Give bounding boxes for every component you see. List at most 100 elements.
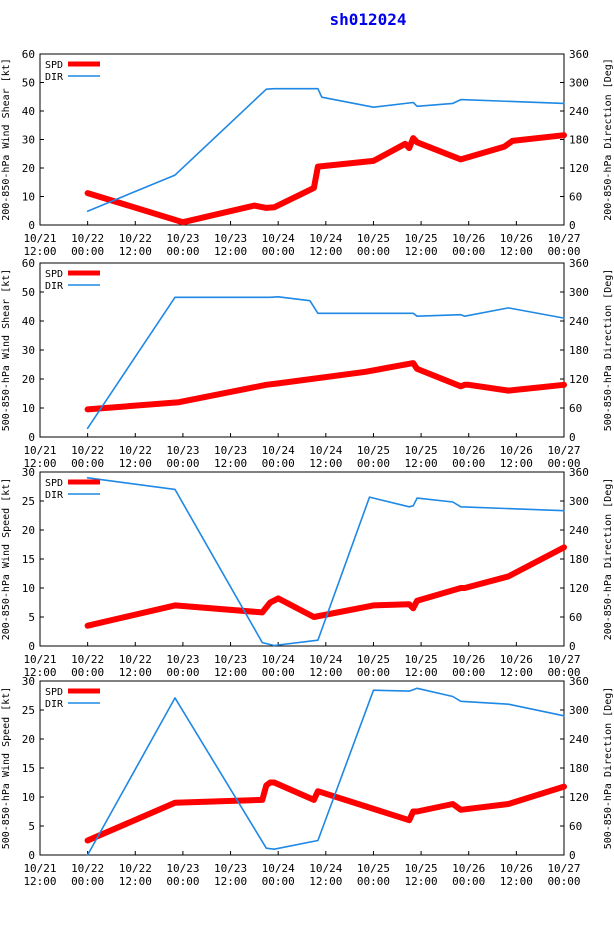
- p4-x-tick-time: 00:00: [166, 875, 199, 888]
- p1-y2-tick-label: 60: [569, 191, 582, 204]
- p3-x-tick-date: 10/23: [166, 653, 199, 666]
- p1-y-tick-label: 30: [22, 134, 35, 147]
- p4-x-tick-time: 12:00: [500, 875, 533, 888]
- p2-y2-tick-label: 300: [569, 286, 589, 299]
- p3-x-tick-time: 00:00: [357, 666, 390, 679]
- p1-x-tick-date: 10/25: [357, 232, 390, 245]
- p3-x-tick-date: 10/22: [119, 653, 152, 666]
- p2-x-tick-date: 10/24: [262, 444, 295, 457]
- p1-y2-tick-label: 180: [569, 134, 589, 147]
- p3-x-tick-date: 10/24: [262, 653, 295, 666]
- p1-y-tick-label: 50: [22, 77, 35, 90]
- p1-x-tick-date: 10/26: [452, 232, 485, 245]
- p1-x-tick-time: 12:00: [23, 245, 56, 258]
- p2-y-tick-label: 0: [28, 431, 35, 444]
- p1-y-tick-label: 60: [22, 48, 35, 61]
- p1-x-tick-time: 00:00: [262, 245, 295, 258]
- p1-x-tick-date: 10/21: [23, 232, 56, 245]
- p2-y-tick-label: 40: [22, 315, 35, 328]
- p3-y2-tick-label: 300: [569, 495, 589, 508]
- p2-y-axis-label: 500-850-hPa Wind Shear [kt]: [1, 269, 12, 432]
- p4-x-tick-time: 12:00: [23, 875, 56, 888]
- p4-x-tick-time: 00:00: [547, 875, 580, 888]
- p4-x-tick-date: 10/26: [452, 862, 485, 875]
- p2-y-tick-label: 30: [22, 344, 35, 357]
- p3-y-axis-label: 200-850-hPa Wind Speed [kt]: [1, 478, 12, 641]
- p1-x-tick-time: 12:00: [405, 245, 438, 258]
- p2-x-tick-time: 12:00: [23, 457, 56, 470]
- p3-x-tick-time: 00:00: [262, 666, 295, 679]
- p3-dir-line: [86, 476, 565, 647]
- p2-x-tick-time: 12:00: [214, 457, 247, 470]
- p4-x-tick-date: 10/25: [357, 862, 390, 875]
- p1-x-tick-date: 10/23: [214, 232, 247, 245]
- p2-x-tick-time: 00:00: [357, 457, 390, 470]
- p4-x-tick-date: 10/22: [71, 862, 104, 875]
- p4-y2-axis-label: 500-850-hPa Direction [Deg]: [603, 687, 614, 850]
- p4-x-tick-time: 12:00: [405, 875, 438, 888]
- p2-y2-tick-label: 60: [569, 402, 582, 415]
- p1-x-tick-time: 12:00: [119, 245, 152, 258]
- p4-y-tick-label: 0: [28, 849, 35, 862]
- p1-y-tick-label: 20: [22, 162, 35, 175]
- p1-y-axis-label: 200-850-hPa Wind Shear [kt]: [1, 58, 12, 221]
- p3-x-tick-date: 10/25: [357, 653, 390, 666]
- p2-x-tick-date: 10/25: [405, 444, 438, 457]
- p4-y2-tick-label: 360: [569, 675, 589, 688]
- p3-x-tick-time: 12:00: [309, 666, 342, 679]
- p3-y2-tick-label: 60: [569, 611, 582, 624]
- p2-x-tick-time: 00:00: [71, 457, 104, 470]
- p1-x-tick-time: 12:00: [309, 245, 342, 258]
- p1-x-tick-time: 00:00: [452, 245, 485, 258]
- p3-x-tick-time: 12:00: [119, 666, 152, 679]
- p1-y2-tick-label: 0: [569, 219, 576, 232]
- p4-y-tick-label: 15: [22, 762, 35, 775]
- p4-y-tick-label: 30: [22, 675, 35, 688]
- p2-x-tick-date: 10/24: [309, 444, 342, 457]
- p3-x-tick-date: 10/27: [547, 653, 580, 666]
- p1-x-tick-date: 10/25: [405, 232, 438, 245]
- p3-y-tick-label: 30: [22, 466, 35, 479]
- p1-x-tick-date: 10/24: [309, 232, 342, 245]
- p4-y-tick-label: 25: [22, 704, 35, 717]
- p2-y2-tick-label: 240: [569, 315, 589, 328]
- p4-y-axis-label: 500-850-hPa Wind Speed [kt]: [1, 687, 12, 850]
- p3-x-tick-time: 00:00: [166, 666, 199, 679]
- p2-x-tick-date: 10/22: [71, 444, 104, 457]
- p2-y-tick-label: 50: [22, 286, 35, 299]
- p1-x-tick-time: 00:00: [166, 245, 199, 258]
- p3-y-tick-label: 0: [28, 640, 35, 653]
- p2-x-tick-time: 12:00: [500, 457, 533, 470]
- p3-x-tick-time: 00:00: [452, 666, 485, 679]
- p1-x-tick-date: 10/24: [262, 232, 295, 245]
- p4-y2-tick-label: 240: [569, 733, 589, 746]
- p4-y2-tick-label: 300: [569, 704, 589, 717]
- p3-x-tick-date: 10/26: [500, 653, 533, 666]
- p4-x-tick-date: 10/22: [119, 862, 152, 875]
- p4-x-tick-date: 10/27: [547, 862, 580, 875]
- p2-x-tick-date: 10/25: [357, 444, 390, 457]
- p2-y2-axis-label: 500-850-hPa Direction [Deg]: [603, 269, 614, 432]
- p3-y2-tick-label: 120: [569, 582, 589, 595]
- p1-plot-frame: [39, 53, 565, 226]
- p4-spd-line: [84, 779, 567, 844]
- p2-y2-tick-label: 360: [569, 257, 589, 270]
- p1-x-tick-time: 00:00: [71, 245, 104, 258]
- p2-x-tick-date: 10/23: [166, 444, 199, 457]
- p1-y2-tick-label: 360: [569, 48, 589, 61]
- p2-plot-frame: [39, 262, 565, 438]
- p2-x-tick-time: 00:00: [547, 457, 580, 470]
- p4-x-tick-time: 00:00: [262, 875, 295, 888]
- p4-y2-tick-label: 0: [569, 849, 576, 862]
- p1-x-tick-date: 10/27: [547, 232, 580, 245]
- p2-legend-spd-label: SPD: [45, 269, 63, 280]
- p3-x-tick-time: 12:00: [214, 666, 247, 679]
- p4-x-tick-date: 10/26: [500, 862, 533, 875]
- p2-dir-line: [86, 295, 565, 430]
- p2-x-tick-time: 12:00: [309, 457, 342, 470]
- p2-y-tick-label: 60: [22, 257, 35, 270]
- p1-x-tick-time: 12:00: [214, 245, 247, 258]
- p3-x-tick-time: 12:00: [23, 666, 56, 679]
- p2-legend-dir-label: DIR: [45, 281, 64, 292]
